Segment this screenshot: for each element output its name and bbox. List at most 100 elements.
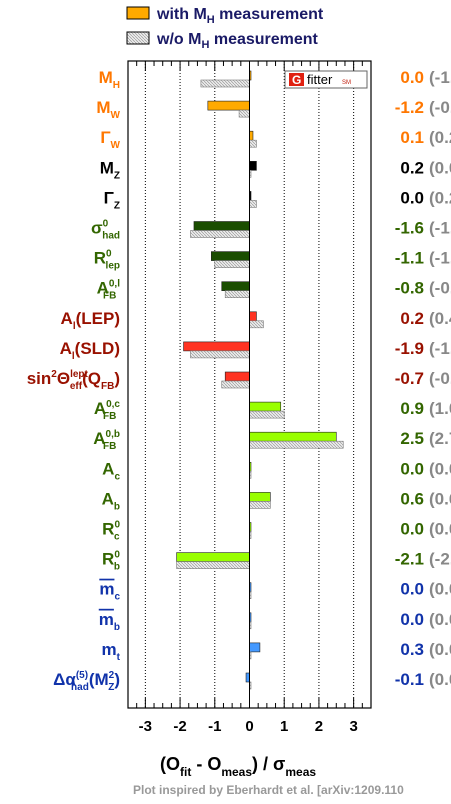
pull-without-mh: (-0.3) xyxy=(429,98,451,117)
pull-without-mh: (0.0) xyxy=(429,640,451,659)
legend-label-without-mh: w/o MH measurement xyxy=(156,31,319,51)
pull-without-mh: (0.0) xyxy=(429,670,451,689)
x-tick-label: -3 xyxy=(139,718,152,735)
observable-label: ΓZ xyxy=(104,188,120,211)
pull-with-mh: -0.7 xyxy=(395,369,424,388)
pull-without-mh: (0.4) xyxy=(429,309,451,328)
pull-without-mh: (0.0) xyxy=(429,580,451,599)
observable-label: R0 c xyxy=(102,520,120,543)
pull-with-mh: -1.6 xyxy=(395,219,424,238)
bar-without-mh xyxy=(250,441,344,448)
pull-with-mh: -0.1 xyxy=(395,670,424,689)
pull-without-mh: (-0.8) xyxy=(429,369,451,388)
bar-without-mh xyxy=(239,110,249,117)
bar-with-mh xyxy=(246,673,249,682)
observable-label: ΓW xyxy=(100,128,120,151)
bar-with-mh xyxy=(194,222,250,231)
bars xyxy=(177,71,344,689)
pull-with-mh: 0.0 xyxy=(400,68,424,87)
bar-without-mh xyxy=(250,321,264,328)
x-tick-label: -2 xyxy=(173,718,186,735)
bar-with-mh xyxy=(250,432,337,441)
observable-label: mt xyxy=(102,640,121,663)
pull-without-mh: (-1.4) xyxy=(429,68,451,87)
bar-without-mh xyxy=(215,261,250,268)
legend: with MH measurement w/o MH measurement xyxy=(127,6,324,51)
pull-without-mh: (0.0) xyxy=(429,158,451,177)
observable-label: MH xyxy=(99,68,120,91)
pull-without-mh: (-1.7) xyxy=(429,339,451,358)
logo-text: fitter xyxy=(307,72,333,87)
pull-without-mh: (2.7) xyxy=(429,429,451,448)
pull-without-mh: (0.0) xyxy=(429,459,451,478)
pull-without-mh: (0.0) xyxy=(429,610,451,629)
legend-label-with-mh: with MH measurement xyxy=(156,6,324,26)
legend-swatch-without-mh xyxy=(127,32,149,44)
observable-label: A0,c FB xyxy=(94,399,121,422)
pull-without-mh: (-2.1) xyxy=(429,550,451,569)
pull-with-mh: -1.9 xyxy=(395,339,424,358)
bar-without-mh xyxy=(250,501,271,508)
pull-with-mh: 0.0 xyxy=(400,188,424,207)
bar-without-mh xyxy=(201,80,250,87)
observable-label: Δα(5) had(M2 Z) xyxy=(53,670,120,693)
observable-label: A0,l FB xyxy=(97,279,121,302)
pull-with-mh: 0.0 xyxy=(400,520,424,539)
legend-swatch-with-mh xyxy=(127,7,149,19)
pull-without-mh: (0.2) xyxy=(429,188,451,207)
pull-with-mh: 0.3 xyxy=(400,640,424,659)
pull-with-mh: 0.2 xyxy=(400,309,424,328)
bar-without-mh xyxy=(190,351,249,358)
bar-with-mh xyxy=(250,402,281,411)
observable-label: sin2Θlept eff(QFB) xyxy=(27,369,120,392)
pull-with-mh: -1.2 xyxy=(395,98,424,117)
pull-without-mh: (-1.7) xyxy=(429,219,451,238)
x-axis-title: (Ofit - Omeas) / σmeas xyxy=(160,754,316,779)
bar-without-mh xyxy=(225,291,249,298)
observable-label: mc xyxy=(99,580,120,603)
bar-with-mh xyxy=(177,553,250,562)
pull-without-mh: (0.6) xyxy=(429,489,451,508)
bar-with-mh xyxy=(250,492,271,501)
bar-with-mh xyxy=(250,312,257,321)
observable-label: Ab xyxy=(102,489,120,512)
observable-labels: MH MW ΓW MZ ΓZ σ0 had R0 lep A0,l FB Al(LEP) Al(SLD)… xyxy=(27,68,121,693)
bar-without-mh xyxy=(250,200,257,207)
bar-with-mh xyxy=(222,282,250,291)
pull-with-mh: 0.9 xyxy=(400,399,424,418)
credit-line: Plot inspired by Eberhardt et al. [arXiv… xyxy=(133,783,404,797)
pull-with-mh: 2.5 xyxy=(400,429,424,448)
bar-without-mh xyxy=(222,381,250,388)
bar-without-mh xyxy=(190,231,249,238)
bar-with-mh xyxy=(208,101,250,110)
logo-sup: SM xyxy=(342,80,351,86)
observable-label: A0,b FB xyxy=(93,429,120,452)
observable-label: Al(LEP) xyxy=(61,309,120,332)
gfitter-logo: G fitter SM xyxy=(285,71,367,88)
bar-with-mh xyxy=(250,161,257,170)
pull-with-mh: 0.0 xyxy=(400,580,424,599)
bar-without-mh xyxy=(250,140,257,147)
x-tick-label: 2 xyxy=(315,718,323,735)
observable-label: mb xyxy=(99,610,120,633)
pull-with-mh: 0.2 xyxy=(400,158,424,177)
observable-label: R0 b xyxy=(102,550,120,573)
pull-with-mh: 0.0 xyxy=(400,610,424,629)
pull-with-mh: -2.1 xyxy=(395,550,424,569)
pull-without-mh: (-1.0) xyxy=(429,249,451,268)
logo-letter: G xyxy=(292,73,301,87)
bar-with-mh xyxy=(211,252,249,261)
x-tick-label: 1 xyxy=(280,718,288,735)
pull-without-mh: (0.0) xyxy=(429,520,451,539)
bar-with-mh xyxy=(184,342,250,351)
observable-label: MZ xyxy=(100,158,120,181)
observable-label: R0 lep xyxy=(94,249,120,272)
pull-without-mh: (-0.7) xyxy=(429,279,451,298)
pull-with-mh: 0.1 xyxy=(400,128,424,147)
pull-with-mh: 0.0 xyxy=(400,459,424,478)
bar-without-mh xyxy=(177,562,250,569)
bar-with-mh xyxy=(250,643,260,652)
pull-with-mh: 0.6 xyxy=(400,489,424,508)
bar-with-mh xyxy=(250,131,253,140)
